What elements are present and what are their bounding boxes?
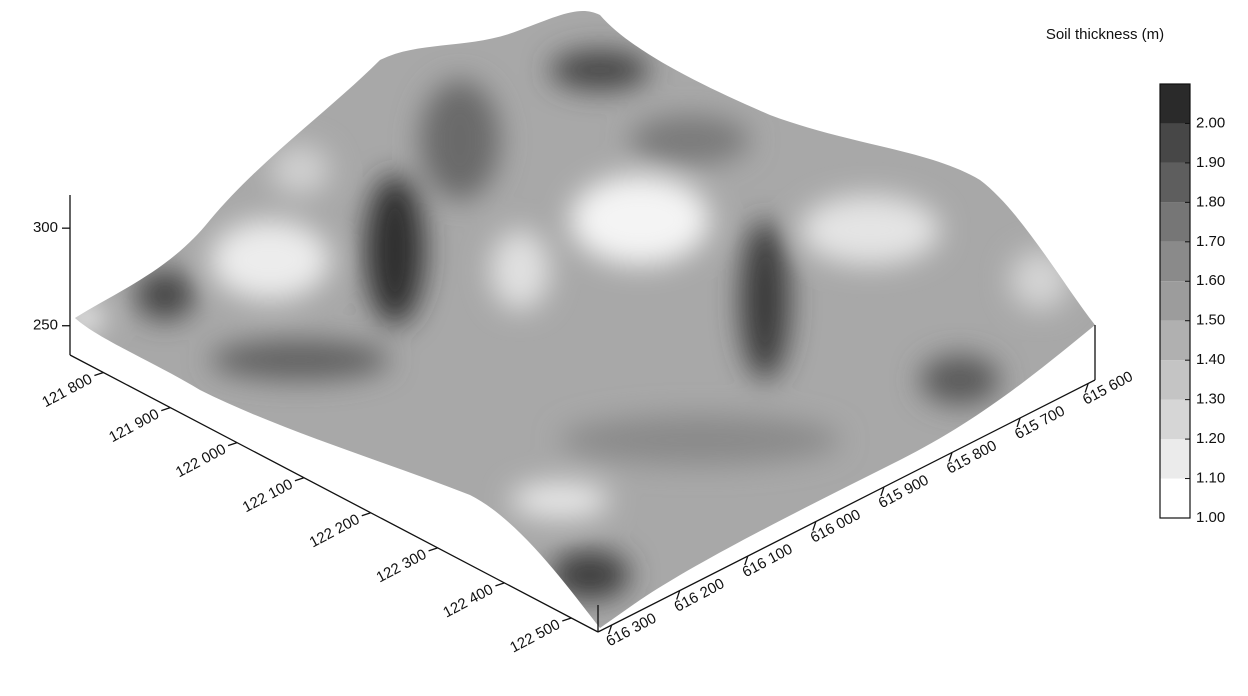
x-tick-label: 121 800	[39, 371, 95, 411]
colorbar-band	[1160, 202, 1190, 241]
x-tick-label: 122 100	[240, 476, 296, 516]
colorbar-band	[1160, 321, 1190, 360]
colorbar-band	[1160, 84, 1190, 123]
colorbar-band	[1160, 439, 1190, 478]
x-tick	[295, 478, 304, 481]
colorbar-tick-label: 1.30	[1196, 391, 1225, 408]
colorbar-tick-label: 1.60	[1196, 272, 1225, 289]
colorbar-tick-label: 2.00	[1196, 114, 1225, 131]
y-tick-label: 615 600	[1080, 368, 1136, 408]
surface	[60, 0, 1110, 640]
colorbar-tick-label: 1.90	[1196, 154, 1225, 171]
colorbar-tick-label: 1.40	[1196, 351, 1225, 368]
x-tick-label: 122 300	[373, 546, 429, 586]
x-tick-label: 121 900	[106, 406, 162, 446]
x-tick	[362, 513, 371, 516]
x-tick-label: 122 200	[307, 511, 363, 551]
colorbar-band	[1160, 123, 1190, 162]
colorbar-band	[1160, 400, 1190, 439]
colorbar-band	[1160, 281, 1190, 320]
colorbar-tick-label: 1.50	[1196, 312, 1225, 329]
x-tick	[429, 548, 438, 551]
colorbar-tick-label: 1.20	[1196, 430, 1225, 447]
chart: Soil thickness (m) 121 800 121 900 122 000…	[0, 0, 1248, 696]
colorbar-band	[1160, 163, 1190, 202]
colorbar-tick-label: 1.00	[1196, 509, 1225, 526]
z-tick-label: 300	[33, 219, 58, 236]
z-tick-label: 250	[33, 317, 58, 334]
x-tick	[228, 443, 237, 446]
x-tick-label: 122 500	[507, 616, 563, 656]
x-tick	[161, 408, 170, 411]
x-tick	[562, 618, 571, 621]
colorbar-band	[1160, 479, 1190, 518]
colorbar-band	[1160, 360, 1190, 399]
x-tick-label: 122 000	[173, 441, 229, 481]
colorbar-tick-label: 1.10	[1196, 470, 1225, 487]
colorbar-tick-label: 1.70	[1196, 233, 1225, 250]
x-tick	[495, 583, 504, 586]
x-tick	[94, 373, 103, 376]
colorbar-title: Soil thickness (m)	[1046, 26, 1164, 43]
colorbar-band	[1160, 242, 1190, 281]
x-tick-label: 122 400	[440, 581, 496, 621]
colorbar-tick-label: 1.80	[1196, 193, 1225, 210]
